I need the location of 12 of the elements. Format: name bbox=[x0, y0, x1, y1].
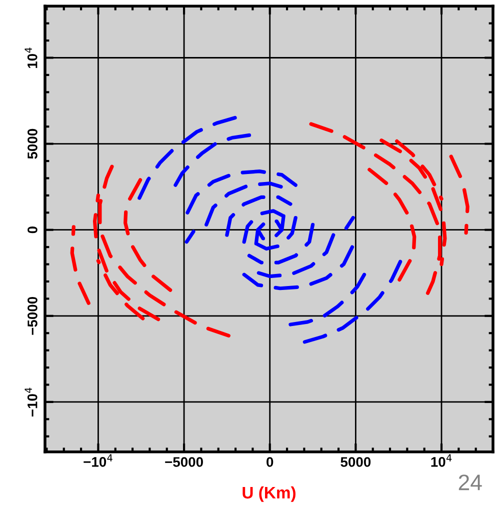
x-tick-label: −10$^{4}$ bbox=[84, 454, 112, 467]
y-tick-label: −5000 bbox=[28, 296, 38, 335]
y-tick-label: −10$^{4}$ bbox=[24, 388, 38, 417]
text: 24 bbox=[458, 474, 482, 490]
x-tick-label: 5000 bbox=[340, 457, 371, 467]
y-tick-label: 5000 bbox=[28, 128, 38, 159]
x-tick-label: −5000 bbox=[165, 457, 203, 467]
x-tick-label: 0 bbox=[266, 457, 274, 467]
x-axis-title: U (Km) bbox=[242, 486, 296, 502]
y-tick-label: 10$^{4}$ bbox=[24, 48, 38, 68]
y-tick-label: 0 bbox=[28, 226, 38, 234]
x-tick-label: 10$^{4}$ bbox=[431, 454, 452, 467]
